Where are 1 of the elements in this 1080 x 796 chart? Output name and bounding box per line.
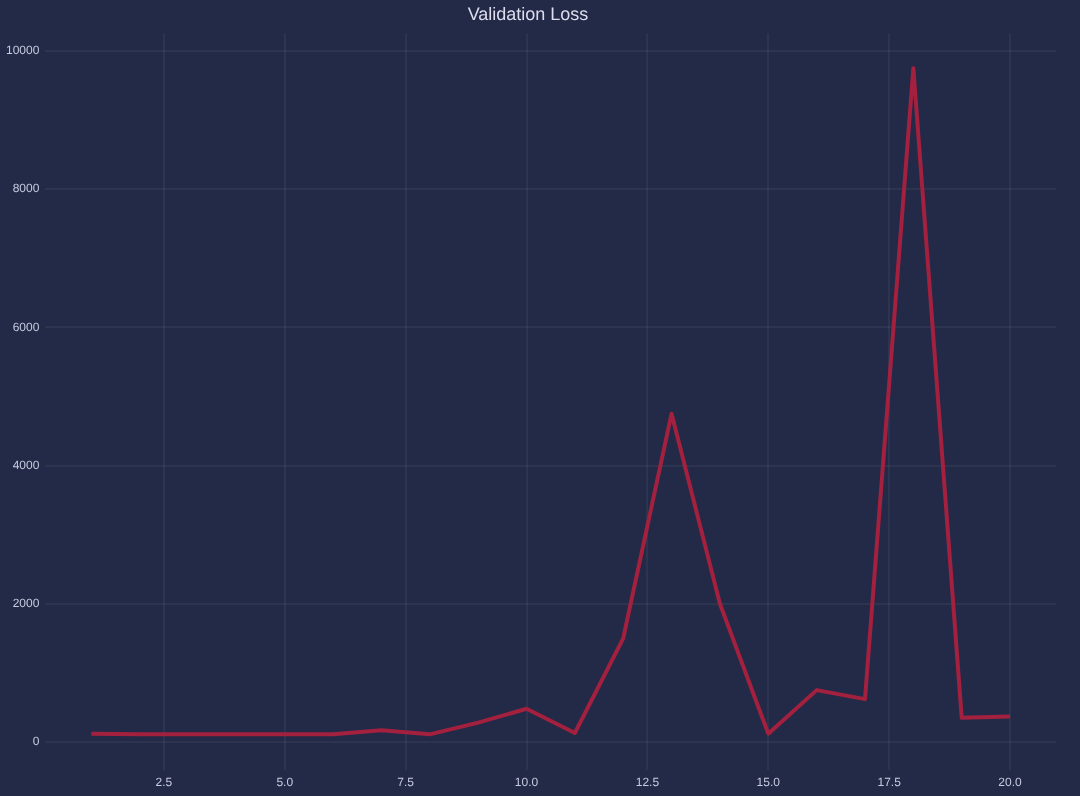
chart-title: Validation Loss xyxy=(467,3,590,24)
